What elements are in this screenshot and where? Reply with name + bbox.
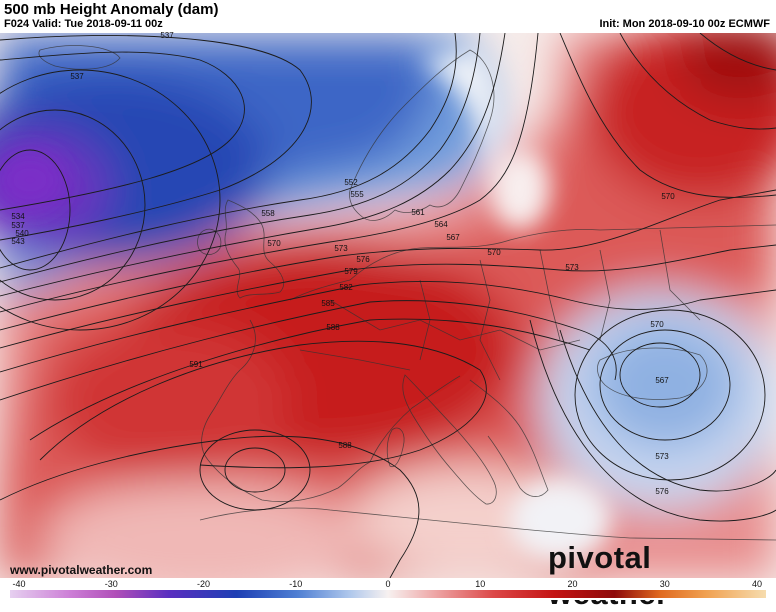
contour-label: 567 (655, 376, 669, 385)
contour-label: 588 (338, 441, 352, 450)
contour-label: 573 (655, 452, 669, 461)
contour-label: 537 (160, 31, 174, 40)
colorbar-tick-label: 20 (567, 579, 577, 589)
contour-label: 534 (11, 212, 25, 221)
colorbar-tick-label: 30 (660, 579, 670, 589)
contour-label: 570 (267, 239, 281, 248)
contour-label: 558 (261, 209, 275, 218)
colorbar-gradient (10, 590, 766, 598)
init-time: Init: Mon 2018-09-10 00z ECMWF (599, 18, 770, 30)
contour-label: 579 (344, 267, 358, 276)
colorbar: -40 -30 -20 -10 0 10 20 30 40 (0, 578, 776, 600)
contour-label: 591 (189, 360, 203, 369)
colorbar-tick-label: 40 (752, 579, 762, 589)
colorbar-tick-label: -40 (12, 579, 25, 589)
contour-label: 585 (321, 299, 335, 308)
contour-label: 570 (487, 248, 501, 257)
contour-label: 552 (344, 178, 358, 187)
valid-time: F024 Valid: Tue 2018-09-11 00z (4, 18, 163, 30)
contour-label: 543 (11, 237, 25, 246)
contour-label: 576 (356, 255, 370, 264)
colorbar-tick-label: -10 (289, 579, 302, 589)
contour-label: 570 (650, 320, 664, 329)
contour-label: 573 (565, 263, 579, 272)
header: 500 mb Height Anomaly (dam) F024 Valid: … (0, 0, 776, 33)
contour-label: 570 (661, 192, 675, 201)
colorbar-tick-label: -20 (197, 579, 210, 589)
map-title: 500 mb Height Anomaly (dam) (4, 1, 219, 18)
contour-label: 540 (15, 229, 29, 238)
contour-label: 561 (411, 208, 425, 217)
contour-label: 576 (655, 487, 669, 496)
colorbar-tick-label: -30 (105, 579, 118, 589)
brand-logo: pivotal weather (548, 540, 668, 611)
anomaly-map (0, 33, 776, 578)
contour-label: 573 (334, 244, 348, 253)
contour-label: 537 (70, 72, 84, 81)
contour-label: 588 (326, 323, 340, 332)
colorbar-tick-label: 10 (475, 579, 485, 589)
contour-label: 537 (11, 221, 25, 230)
contour-label: 564 (434, 220, 448, 229)
colorbar-tick-label: 0 (385, 579, 390, 589)
source-url[interactable]: www.pivotalweather.com (10, 563, 153, 577)
contour-label: 582 (339, 283, 353, 292)
contour-label: 567 (446, 233, 460, 242)
contour-label: 555 (350, 190, 364, 199)
